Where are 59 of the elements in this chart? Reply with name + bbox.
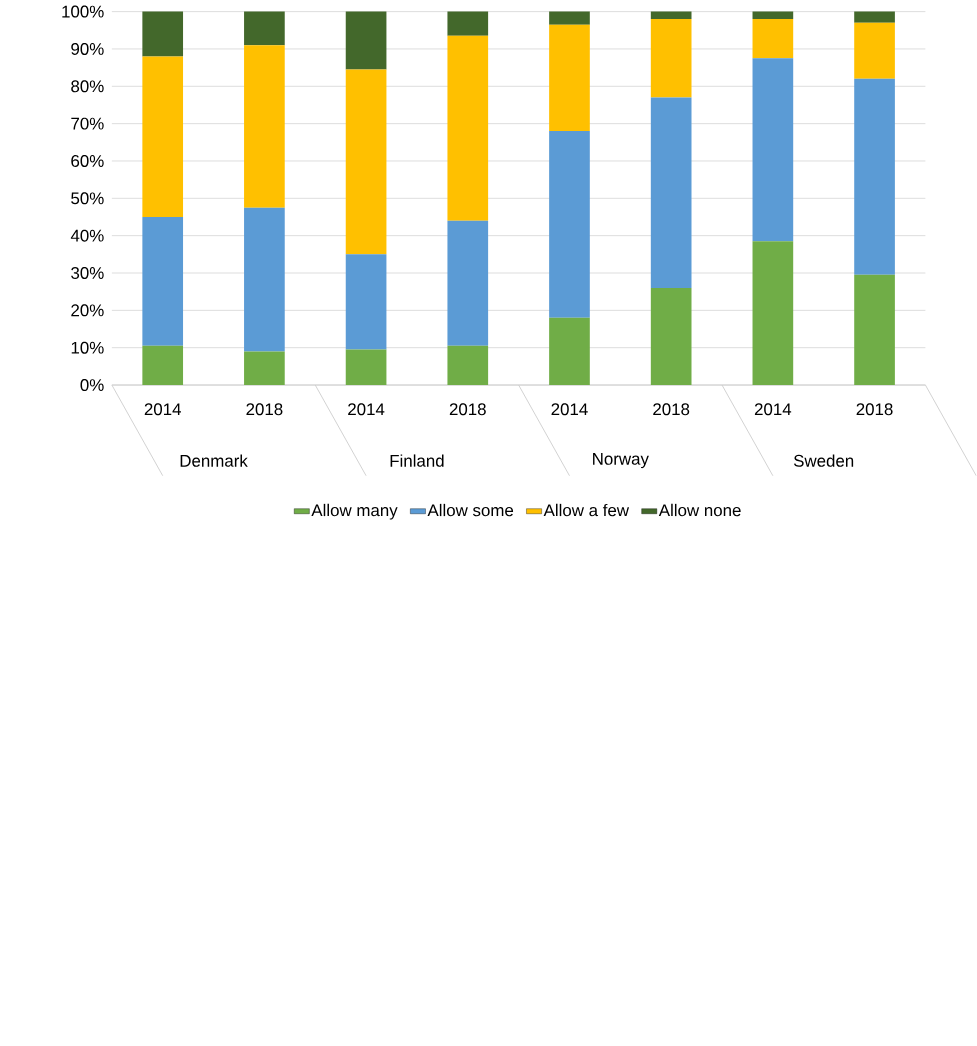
bar xyxy=(244,11,285,46)
legend-label: Allow some xyxy=(427,503,514,517)
x-tick-label: 2018 xyxy=(450,403,486,416)
bar xyxy=(447,345,489,386)
text: Finland xyxy=(390,454,444,467)
bar xyxy=(854,22,896,79)
bar xyxy=(142,345,184,386)
x-tick-label: 2018 xyxy=(246,403,283,416)
bar xyxy=(752,11,794,20)
bar xyxy=(244,351,285,386)
bar xyxy=(142,56,184,217)
bar xyxy=(854,11,896,23)
text: Norway xyxy=(593,453,650,469)
x-tick-label: 2014 xyxy=(144,403,182,416)
bar xyxy=(549,317,590,386)
bar xyxy=(549,11,590,25)
bar xyxy=(549,131,590,318)
bar xyxy=(854,274,896,386)
bar xyxy=(345,254,387,350)
y-tick-label: 40% xyxy=(71,229,104,242)
bar xyxy=(142,216,184,346)
bar xyxy=(447,220,489,346)
bar xyxy=(345,69,387,255)
y-tick-label: 20% xyxy=(71,304,104,317)
bar xyxy=(650,11,692,20)
bar xyxy=(650,287,692,386)
bar xyxy=(447,35,489,221)
legend-label: Allow none xyxy=(658,503,741,517)
x-tick-label: 2018 xyxy=(653,403,690,416)
y-tick-label: 80% xyxy=(71,80,104,93)
bar xyxy=(345,11,387,70)
bar xyxy=(650,97,692,288)
bar xyxy=(345,349,387,386)
bar xyxy=(752,241,794,386)
x-tick-label: 2014 xyxy=(551,403,588,416)
bar xyxy=(549,24,590,132)
x-tick-label: 2014 xyxy=(755,403,792,416)
x-tick-label: 2018 xyxy=(856,403,893,416)
y-tick-label: 60% xyxy=(71,154,104,167)
bar xyxy=(447,11,489,36)
y-tick-label: 50% xyxy=(71,192,104,205)
y-tick-label: 100% xyxy=(62,5,104,18)
bar xyxy=(854,78,896,275)
x-tick-label: 2014 xyxy=(348,403,385,416)
y-tick-label: 90% xyxy=(71,42,104,55)
bar xyxy=(244,207,285,352)
text: Sweden xyxy=(794,454,854,467)
y-tick-label: 10% xyxy=(71,341,104,354)
bar xyxy=(650,19,692,98)
bar xyxy=(752,19,794,59)
bar xyxy=(752,58,794,242)
text: Denmark xyxy=(180,454,248,467)
legend-label: Allow many xyxy=(311,503,398,520)
bar xyxy=(244,45,285,208)
y-tick-label: 30% xyxy=(71,267,104,279)
y-tick-label: 70% xyxy=(71,117,104,130)
bar xyxy=(142,11,184,57)
legend-label: Allow a few xyxy=(543,503,630,517)
y-tick-label: 0% xyxy=(80,379,104,392)
